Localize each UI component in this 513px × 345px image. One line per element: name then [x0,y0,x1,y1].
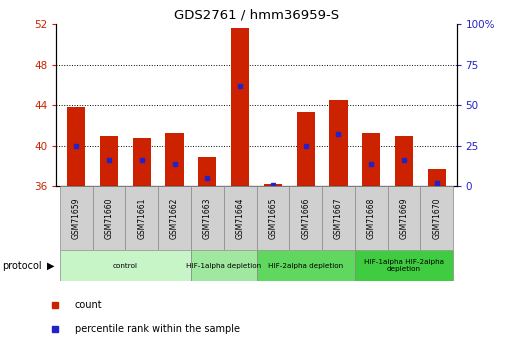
Bar [133,138,151,186]
Bar [297,112,314,186]
Bar [224,186,256,250]
Bar [421,186,453,250]
Bar [199,157,216,186]
Bar [166,132,184,186]
Bar [264,184,282,186]
Bar [60,186,92,250]
Bar [388,186,421,250]
Text: GSM71668: GSM71668 [367,198,376,239]
Text: GSM71660: GSM71660 [105,197,113,239]
Text: control: control [113,263,138,269]
Text: GSM71666: GSM71666 [301,197,310,239]
Bar [355,250,453,281]
Bar [289,186,322,250]
Bar [329,100,347,186]
Bar [158,186,191,250]
Text: GSM71670: GSM71670 [432,197,441,239]
Text: GSM71665: GSM71665 [268,197,278,239]
Bar [256,186,289,250]
Text: GSM71662: GSM71662 [170,198,179,239]
Bar [395,136,413,186]
Text: percentile rank within the sample: percentile rank within the sample [74,325,240,334]
Text: protocol: protocol [3,261,42,270]
Bar [191,250,256,281]
Text: GSM71661: GSM71661 [137,198,146,239]
Bar [362,132,380,186]
Bar [92,186,125,250]
Bar [125,186,158,250]
Bar [355,186,388,250]
Text: GSM71664: GSM71664 [235,197,245,239]
Text: count: count [74,300,102,309]
Text: GSM71663: GSM71663 [203,197,212,239]
Text: HIF-2alpha depletion: HIF-2alpha depletion [268,263,343,269]
Bar [60,250,191,281]
Bar [231,28,249,186]
Bar [322,186,355,250]
Bar [67,107,85,186]
Text: GSM71669: GSM71669 [400,197,408,239]
Text: GDS2761 / hmm36959-S: GDS2761 / hmm36959-S [174,9,339,22]
Text: GSM71667: GSM71667 [334,197,343,239]
Bar [191,186,224,250]
Bar [428,169,446,186]
Text: HIF-1alpha depletion: HIF-1alpha depletion [186,263,261,269]
Bar [256,250,355,281]
Text: ▶: ▶ [47,261,54,270]
Bar [100,136,118,186]
Text: HIF-1alpha HIF-2alpha
depletion: HIF-1alpha HIF-2alpha depletion [364,259,444,272]
Text: GSM71659: GSM71659 [72,197,81,239]
